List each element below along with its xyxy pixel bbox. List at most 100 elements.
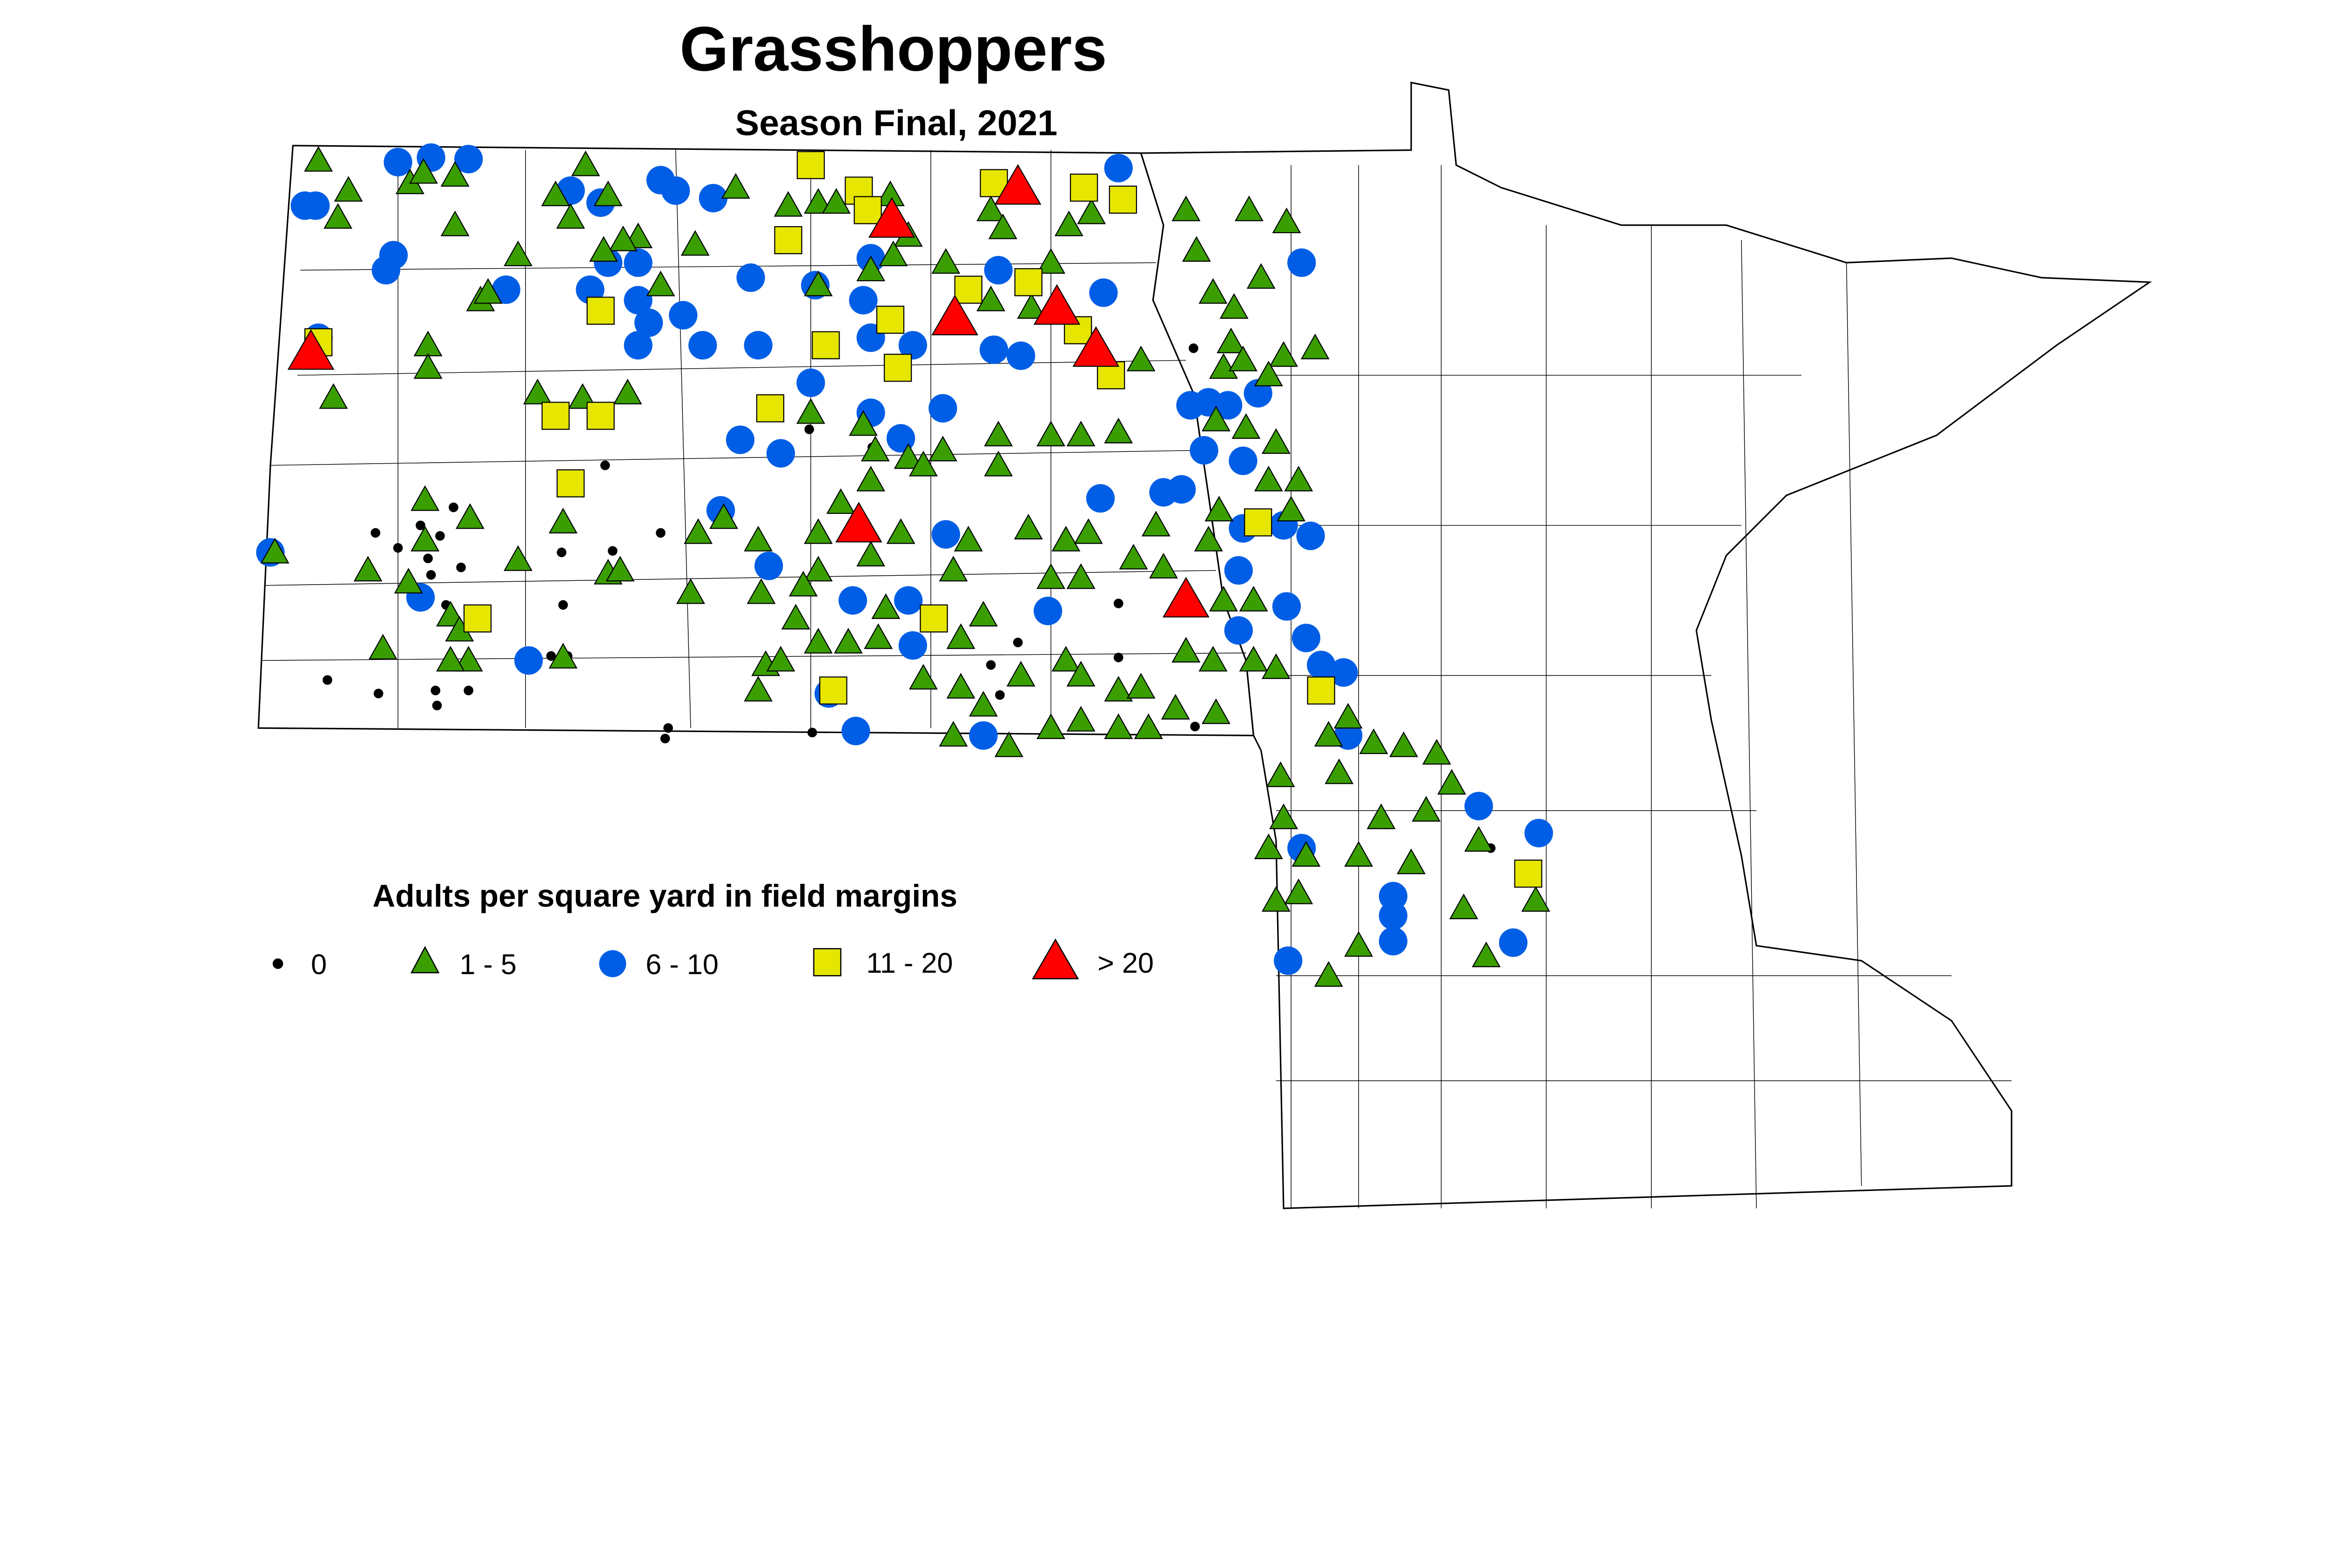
low-count-triangle — [1269, 803, 1298, 829]
medium-count-circle — [1006, 341, 1036, 370]
medium-count-circle — [1190, 436, 1218, 465]
medium-count-circle — [669, 301, 698, 330]
medium-count-circle — [1089, 278, 1118, 307]
low-count-triangle — [969, 691, 998, 717]
low-count-triangle — [473, 278, 503, 304]
high-count-square — [1069, 173, 1098, 202]
low-count-triangle — [1366, 803, 1396, 829]
low-count-triangle — [319, 383, 348, 409]
low-count-triangle — [541, 180, 570, 206]
low-count-triangle — [766, 646, 795, 672]
low-count-triangle — [410, 485, 440, 511]
county-line — [297, 360, 1186, 376]
low-count-triangle — [1119, 544, 1148, 570]
low-count-triangle — [680, 230, 710, 256]
low-count-triangle — [861, 436, 890, 462]
medium-count-circle — [634, 308, 663, 337]
state-north-dakota-south-dakota — [257, 145, 1255, 736]
low-count-triangle — [1389, 731, 1418, 757]
county-lines — [261, 150, 2012, 1209]
low-count-triangle — [1254, 465, 1283, 491]
zero-count-dot — [986, 660, 996, 670]
low-count-triangle — [1284, 465, 1313, 491]
low-count-triangle — [1261, 886, 1291, 912]
very-high-count-triangle — [931, 295, 979, 336]
low-count-triangle — [1231, 413, 1261, 439]
low-count-triangle — [984, 420, 1013, 447]
zero-count-dot — [426, 570, 436, 580]
medium-count-circle — [1224, 616, 1253, 645]
low-count-triangle — [440, 210, 470, 236]
low-count-triangle — [1194, 525, 1223, 552]
low-count-triangle — [804, 556, 833, 582]
medium-count-circle — [744, 331, 773, 360]
medium-count-circle — [898, 331, 928, 360]
medium-count-circle — [688, 331, 717, 360]
county-line — [261, 653, 1246, 661]
low-count-triangle — [1219, 293, 1249, 319]
low-count-triangle — [931, 248, 961, 274]
survey-points — [256, 143, 1553, 987]
medium-count-circle — [383, 148, 412, 176]
low-count-triangle — [709, 503, 738, 529]
low-count-triangle — [589, 236, 618, 262]
low-count-triangle — [796, 398, 826, 424]
low-count-triangle — [323, 203, 353, 229]
low-count-triangle — [954, 525, 983, 552]
medium-count-circle — [928, 394, 957, 423]
very-high-count-triangle — [994, 164, 1042, 205]
low-count-triangle — [504, 545, 533, 571]
low-count-triangle — [781, 604, 810, 630]
very-high-count-triangle — [835, 502, 882, 543]
legend-symbol-square — [813, 948, 841, 976]
low-count-triangle — [454, 646, 483, 672]
low-count-triangle — [436, 646, 465, 672]
medium-count-circle — [1379, 927, 1408, 956]
low-count-triangle — [410, 525, 440, 552]
medium-count-circle — [699, 184, 728, 213]
legend-symbol-circle — [599, 950, 626, 977]
low-count-triangle — [1171, 637, 1201, 663]
low-count-triangle — [1209, 353, 1238, 379]
medium-count-circle — [1167, 475, 1196, 504]
low-count-triangle — [1359, 728, 1388, 754]
low-count-triangle — [394, 568, 423, 594]
very-high-count-triangle — [1033, 284, 1081, 325]
low-count-triangle — [804, 270, 833, 296]
low-count-triangle — [1198, 646, 1228, 672]
medium-count-circle — [454, 145, 483, 174]
low-count-triangle — [1171, 195, 1201, 222]
low-count-triangle — [676, 578, 706, 604]
low-count-triangle — [1314, 961, 1343, 987]
low-count-triangle — [304, 146, 333, 172]
low-count-triangle — [744, 525, 773, 552]
legend-label-3: 11 - 20 — [866, 947, 953, 979]
low-count-triangle — [1198, 278, 1228, 304]
low-count-triangle — [879, 240, 908, 266]
zero-count-dot — [432, 700, 442, 711]
medium-count-circle — [931, 520, 960, 549]
medium-count-circle — [1287, 248, 1316, 277]
low-count-triangle — [1277, 496, 1306, 522]
low-count-triangle — [856, 540, 886, 567]
low-count-triangle — [1246, 263, 1276, 289]
county-line — [300, 262, 1156, 271]
zero-count-dot — [557, 547, 567, 558]
low-count-triangle — [684, 518, 713, 544]
zero-count-dot — [373, 688, 383, 699]
low-count-triangle — [849, 410, 878, 436]
medium-count-circle — [301, 191, 330, 220]
very-high-count-triangle — [287, 329, 335, 370]
low-count-triangle — [413, 353, 443, 379]
medium-count-circle — [1307, 651, 1336, 680]
high-count-square — [756, 394, 785, 423]
low-count-triangle — [1437, 769, 1466, 795]
medium-count-circle — [661, 176, 690, 205]
low-count-triangle — [1036, 420, 1066, 447]
medium-count-circle — [841, 717, 870, 746]
high-count-square — [819, 676, 847, 705]
low-count-triangle — [804, 188, 833, 214]
low-count-triangle — [1054, 210, 1083, 236]
high-count-square — [883, 354, 912, 382]
high-count-square — [876, 305, 905, 334]
